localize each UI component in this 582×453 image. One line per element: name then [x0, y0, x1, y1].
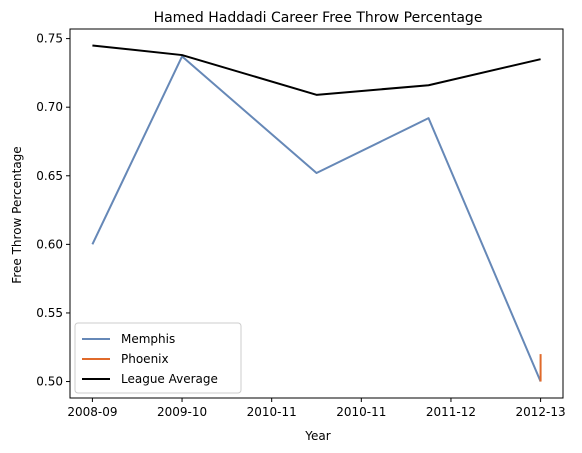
legend-label: League Average: [121, 372, 218, 386]
y-axis: 0.50 0.55 0.60 0.65 0.70 0.75: [36, 32, 70, 389]
x-axis: 2008-09 2009-10 2010-11 2010-11 2011-12 2012-…: [67, 398, 566, 419]
x-tick-label: 2009-10: [157, 405, 207, 419]
series-layer: [91, 44, 542, 382]
legend-label: Memphis: [121, 332, 175, 346]
legend-label: Phoenix: [121, 352, 169, 366]
series-line-league-average: [92, 44, 541, 96]
y-tick-label: 0.60: [36, 237, 63, 251]
chart-title: Hamed Haddadi Career Free Throw Percenta…: [154, 10, 483, 26]
x-axis-label: Year: [304, 429, 330, 443]
y-tick-label: 0.50: [36, 375, 63, 389]
x-tick-label: 2011-12: [426, 405, 476, 419]
legend-box: [74, 322, 242, 394]
x-tick-label: 2012-13: [516, 405, 566, 419]
legend: Memphis Phoenix League Average: [74, 322, 242, 394]
plot-border: [69, 28, 564, 399]
y-tick-label: 0.75: [36, 32, 63, 46]
x-tick-label: 2008-09: [67, 405, 117, 419]
y-tick-label: 0.65: [36, 169, 63, 183]
y-tick-label: 0.55: [36, 306, 63, 320]
series-line-memphis: [91, 55, 542, 382]
y-axis-label: Free Throw Percentage: [10, 146, 24, 283]
x-tick-label: 2010-11: [336, 405, 386, 419]
y-tick-label: 0.70: [36, 100, 63, 114]
x-tick-label: 2010-11: [247, 405, 297, 419]
